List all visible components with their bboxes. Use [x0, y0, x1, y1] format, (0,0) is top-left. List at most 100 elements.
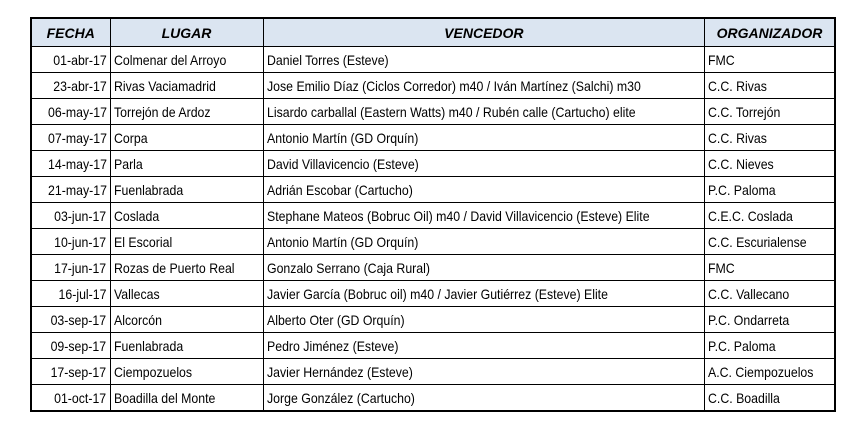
cell: P.C. Paloma — [704, 332, 836, 359]
cell: C.C. Vallecano — [704, 280, 836, 307]
cell-text: C.C. Rivas — [708, 77, 768, 94]
cell-text: Jose Emilio Díaz (Ciclos Corredor) m40 /… — [266, 77, 641, 94]
cell-text: David Villavicencio (Esteve) — [266, 155, 419, 172]
cell: 16-jul-17 — [30, 280, 111, 307]
cell-text: C.C. Torrejón — [708, 103, 781, 120]
cell: P.C. Ondarreta — [704, 306, 836, 333]
cell-text: 17-jun-17 — [54, 259, 107, 276]
cell-text: Gonzalo Serrano (Caja Rural) — [266, 259, 430, 276]
cell: 23-abr-17 — [30, 72, 111, 99]
cell-text: Colmenar del Arroyo — [113, 51, 226, 68]
cell: Vallecas — [109, 280, 264, 307]
cell-text: Daniel Torres (Esteve) — [266, 51, 389, 68]
cell-text: Fuenlabrada — [113, 181, 183, 198]
cell-text: Lisardo carballal (Eastern Watts) m40 / … — [266, 103, 636, 120]
header-cell: LUGAR — [109, 17, 264, 47]
row: 17-jun-17 Rozas de Puerto Real Gonzalo Ser… — [30, 254, 836, 281]
cell: Antonio Martín (GD Orquín) — [262, 228, 706, 255]
cell: C.C. Escurialense — [704, 228, 836, 255]
cell: C.C. Torrejón — [704, 98, 836, 125]
row: 07-may-17 Corpa Antonio Martín (GD Orquín)… — [30, 124, 836, 151]
cell-text: Ciempozuelos — [113, 363, 192, 380]
cell: Ciempozuelos — [109, 358, 264, 385]
cell: Coslada — [109, 202, 264, 229]
row: 03-sep-17 Alcorcón Alberto Oter (GD Orquín… — [30, 306, 836, 333]
cell: 09-sep-17 — [30, 332, 111, 359]
cell: Rivas Vaciamadrid — [109, 72, 264, 99]
cell: 17-jun-17 — [30, 254, 111, 281]
cell-text: Rozas de Puerto Real — [113, 259, 235, 276]
cell: David Villavicencio (Esteve) — [262, 150, 706, 177]
cell-text: C.E.C. Coslada — [708, 207, 794, 224]
cell-text: El Escorial — [113, 233, 172, 250]
row: 14-may-17 Parla David Villavicencio (Estev… — [30, 150, 836, 177]
cell: C.C. Boadilla — [704, 384, 836, 412]
cell: C.C. Nieves — [704, 150, 836, 177]
cell: Parla — [109, 150, 264, 177]
cell-text: Adrián Escobar (Cartucho) — [266, 181, 413, 198]
cell-text: P.C. Ondarreta — [708, 311, 790, 328]
cell: El Escorial — [109, 228, 264, 255]
cell: 10-jun-17 — [30, 228, 111, 255]
row: 06-may-17 Torrejón de Ardoz Lisardo carbal… — [30, 98, 836, 125]
cell-text: 01-abr-17 — [53, 51, 107, 68]
cell-text: 23-abr-17 — [53, 77, 107, 94]
cell-text: Javier García (Bobruc oil) m40 / Javier … — [266, 285, 608, 302]
cell: Boadilla del Monte — [109, 384, 264, 412]
cell-text: 21-may-17 — [47, 181, 107, 198]
cell-text: Jorge González (Cartucho) — [266, 389, 415, 406]
cell-text: 03-jun-17 — [54, 207, 107, 224]
cell: FMC — [704, 46, 836, 73]
cell-text: C.C. Rivas — [708, 129, 768, 146]
cell-text: FMC — [708, 259, 735, 276]
cell-text: 17-sep-17 — [51, 363, 107, 380]
cell: 14-may-17 — [30, 150, 111, 177]
cell-text: 14-may-17 — [47, 155, 107, 172]
cell: 03-jun-17 — [30, 202, 111, 229]
cell: C.C. Rivas — [704, 124, 836, 151]
cell: Torrejón de Ardoz — [109, 98, 264, 125]
cell-text: Stephane Mateos (Bobruc Oil) m40 / David… — [266, 207, 650, 224]
row: 23-abr-17 Rivas Vaciamadrid Jose Emilio Dí… — [30, 72, 836, 99]
cell: Fuenlabrada — [109, 332, 264, 359]
cell-text: FMC — [708, 51, 735, 68]
cell-text: Vallecas — [113, 285, 160, 302]
cell: Jorge González (Cartucho) — [262, 384, 706, 412]
cell-text: 10-jun-17 — [54, 233, 107, 250]
cell: Gonzalo Serrano (Caja Rural) — [262, 254, 706, 281]
row: 16-jul-17 Vallecas Javier García (Bobruc o… — [30, 280, 836, 307]
cell-text: 09-sep-17 — [51, 337, 107, 354]
cell: Colmenar del Arroyo — [109, 46, 264, 73]
cell-text: Alberto Oter (GD Orquín) — [266, 311, 405, 328]
cell: 01-oct-17 — [30, 384, 111, 412]
cell-text: Torrejón de Ardoz — [113, 103, 211, 120]
header-row: FECHA LUGAR VENCEDOR ORGANIZADOR — [30, 17, 836, 47]
cell: Fuenlabrada — [109, 176, 264, 203]
cell: Daniel Torres (Esteve) — [262, 46, 706, 73]
row: 01-oct-17 Boadilla del Monte Jorge Gonzále… — [30, 384, 836, 412]
cell-text: 01-oct-17 — [54, 389, 107, 406]
cell: 06-may-17 — [30, 98, 111, 125]
row: 17-sep-17 Ciempozuelos Javier Hernández (E… — [30, 358, 836, 385]
header-cell: VENCEDOR — [262, 17, 706, 47]
cell-text: 07-may-17 — [47, 129, 107, 146]
cell-text: A.C. Ciempozuelos — [708, 363, 814, 380]
cell: C.E.C. Coslada — [704, 202, 836, 229]
cell: Javier Hernández (Esteve) — [262, 358, 706, 385]
cell-text: P.C. Paloma — [708, 337, 776, 354]
cell: Alberto Oter (GD Orquín) — [262, 306, 706, 333]
cell-text: 16-jul-17 — [58, 285, 107, 302]
table-body: 01-abr-17 Colmenar del Arroyo Daniel Torre… — [30, 46, 836, 412]
row: 01-abr-17 Colmenar del Arroyo Daniel Torre… — [30, 46, 836, 73]
cell-text: Javier Hernández (Esteve) — [266, 363, 413, 380]
row: 10-jun-17 El Escorial Antonio Martín (GD O… — [30, 228, 836, 255]
cell: 01-abr-17 — [30, 46, 111, 73]
cell: Javier García (Bobruc oil) m40 / Javier … — [262, 280, 706, 307]
cell-text: C.C. Escurialense — [708, 233, 807, 250]
cell-text: Boadilla del Monte — [113, 389, 215, 406]
cell-text: C.C. Boadilla — [708, 389, 781, 406]
cell: Lisardo carballal (Eastern Watts) m40 / … — [262, 98, 706, 125]
cell-text: Parla — [113, 155, 143, 172]
cell-text: P.C. Paloma — [708, 181, 776, 198]
